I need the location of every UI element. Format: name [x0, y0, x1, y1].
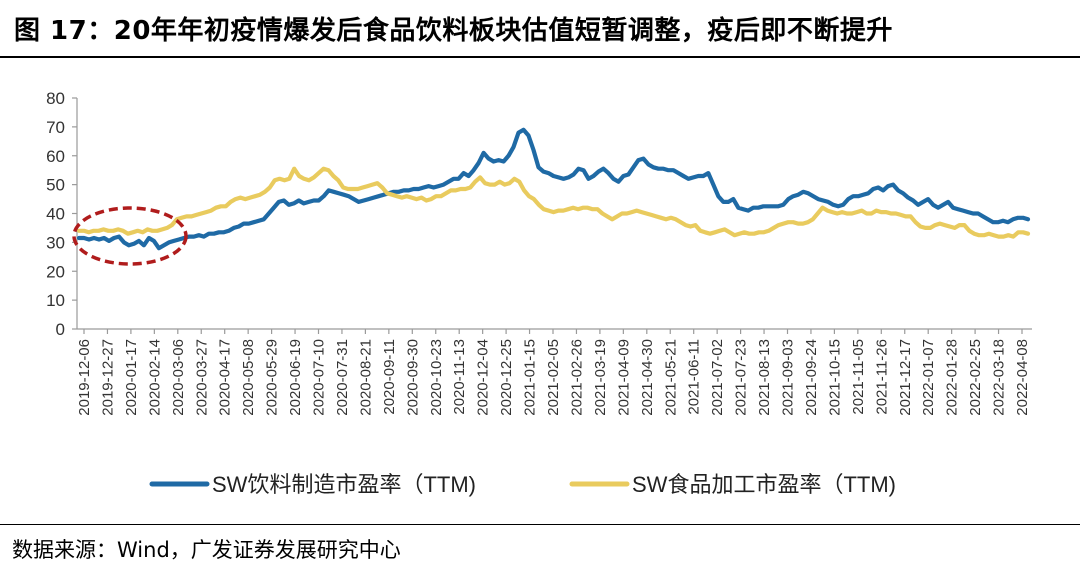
x-tick-label: 2021-12-17 — [897, 339, 914, 416]
x-tick-label: 2021-07-02 — [709, 339, 726, 416]
x-tick-label: 2020-06-19 — [287, 339, 304, 416]
x-tick-label: 2021-09-03 — [780, 339, 797, 416]
x-tick-label: 2021-03-19 — [592, 339, 609, 416]
x-tick-label: 2022-04-08 — [1014, 339, 1031, 416]
title-divider — [0, 56, 1080, 58]
x-tick-label: 2021-05-21 — [662, 339, 679, 416]
series-layer — [76, 127, 1031, 251]
x-tick-label: 2020-03-27 — [193, 339, 210, 416]
x-tick-label: 2021-02-26 — [568, 339, 585, 416]
x-tick-label: 2020-07-10 — [311, 339, 328, 416]
legend: SW饮料制造市盈率（TTM) SW食品加工市盈率（TTM) — [149, 472, 896, 497]
legend-label: SW食品加工市盈率（TTM) — [632, 472, 896, 497]
y-tick-label: 0 — [56, 320, 65, 339]
y-tick-label: 80 — [46, 89, 65, 108]
x-tick-label: 2021-11-05 — [850, 339, 867, 415]
y-axis: 0 10 20 30 40 50 60 70 80 — [46, 89, 78, 339]
x-tick-label: 2020-05-29 — [264, 339, 281, 416]
y-tick-label: 60 — [46, 147, 65, 166]
x-tick-label: 2021-01-15 — [522, 339, 539, 416]
x-tick-label: 2020-04-17 — [217, 339, 234, 416]
x-tick-label: 2022-03-18 — [991, 339, 1008, 416]
source-note: 数据来源：Wind，广发证券发展研究中心 — [12, 538, 401, 562]
x-tick-label: 2020-05-08 — [240, 339, 257, 416]
x-tick-label: 2020-02-14 — [146, 339, 163, 416]
x-tick-label: 2020-01-17 — [123, 339, 140, 416]
x-tick-label: 2019-12-27 — [99, 339, 116, 416]
x-tick-label: 2020-08-21 — [357, 339, 374, 416]
beverage-pe-line — [76, 127, 1031, 251]
x-tick-label: 2021-11-26 — [873, 339, 890, 415]
x-tick-label: 2021-02-05 — [545, 339, 562, 416]
x-tick-label: 2021-06-11 — [686, 339, 703, 415]
y-tick-label: 30 — [46, 233, 65, 252]
x-tick-label: 2020-09-11 — [381, 339, 398, 415]
x-tick-label: 2020-11-13 — [451, 339, 468, 415]
x-tick-label: 2020-10-23 — [428, 339, 445, 416]
x-tick-label: 2021-09-24 — [803, 339, 820, 416]
x-tick-label: 2020-03-06 — [170, 339, 187, 416]
x-tick-label: 2022-01-28 — [944, 339, 961, 416]
x-tick-label: 2022-02-25 — [967, 339, 984, 416]
y-tick-label: 40 — [46, 205, 65, 224]
x-tick-label: 2021-04-09 — [615, 339, 632, 416]
x-tick-label: 2019-12-06 — [76, 339, 93, 416]
x-tick-label: 2020-12-04 — [475, 339, 492, 416]
x-tick-label: 2021-04-30 — [639, 339, 656, 416]
x-tick-label: 2021-07-23 — [733, 339, 750, 416]
source-divider — [0, 524, 1080, 525]
x-tick-label: 2022-01-07 — [920, 339, 937, 416]
y-tick-label: 20 — [46, 262, 65, 281]
y-tick-label: 70 — [46, 118, 65, 137]
x-tick-label: 2020-07-31 — [334, 339, 351, 416]
highlight-ellipse — [72, 206, 188, 266]
x-tick-label: 2020-09-30 — [404, 339, 421, 416]
x-tick-label: 2021-10-15 — [826, 339, 843, 416]
y-tick-label: 10 — [46, 291, 65, 310]
food-pe-line — [76, 166, 1031, 239]
x-tick-label: 2020-12-25 — [498, 339, 515, 416]
y-tick-label: 50 — [46, 176, 65, 195]
legend-label: SW饮料制造市盈率（TTM) — [212, 472, 476, 497]
x-tick-label: 2021-08-13 — [756, 339, 773, 416]
chart-title: 图 17：20年年初疫情爆发后食品饮料板块估值短暂调整，疫后即不断提升 — [14, 16, 893, 46]
x-axis: 2019-12-06 2019-12-27 2020-01-17 2020-02-14… — [76, 328, 1032, 416]
